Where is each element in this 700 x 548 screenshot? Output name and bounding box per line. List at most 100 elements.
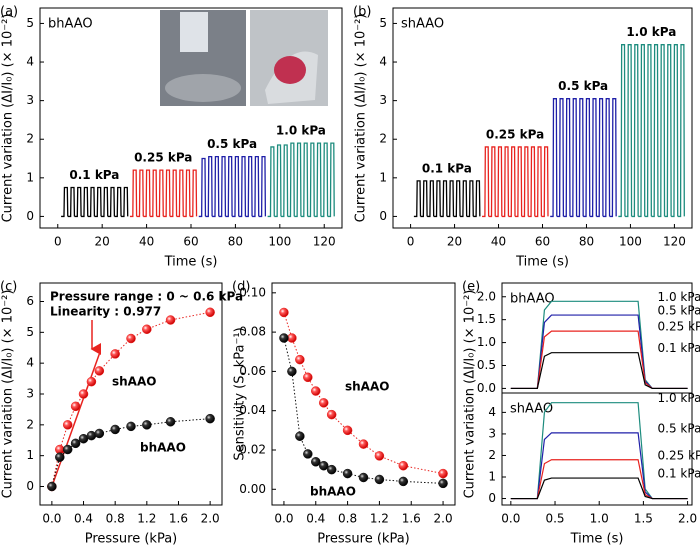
series-label: 0.25 kPa xyxy=(658,448,700,462)
pulse xyxy=(644,44,652,218)
point xyxy=(279,333,289,343)
pulse xyxy=(563,98,571,218)
pulse xyxy=(314,142,322,218)
pulse xyxy=(212,155,220,218)
pulse xyxy=(651,44,659,218)
pulse xyxy=(294,142,302,218)
y-tick-label: 0.5 xyxy=(477,358,496,372)
pulse xyxy=(218,155,227,218)
series-label: 0.1 kPa xyxy=(658,341,700,355)
point xyxy=(62,444,73,455)
x-tick-label: 0.0 xyxy=(42,512,61,526)
pulse xyxy=(61,186,69,218)
y-tick-label: 2 xyxy=(26,417,34,431)
y-tick-label: 0 xyxy=(26,479,34,493)
y-tick-label: 0.06 xyxy=(239,364,266,378)
y-tick-label: 5 xyxy=(379,16,387,30)
pulse xyxy=(156,169,164,218)
pulse xyxy=(267,146,275,218)
pulse xyxy=(74,186,82,218)
point xyxy=(205,307,215,318)
y-tick-label: 4 xyxy=(26,356,34,370)
point xyxy=(279,307,289,318)
point xyxy=(311,386,321,396)
x-tick-label: 20 xyxy=(447,235,462,249)
point xyxy=(287,366,297,377)
point xyxy=(326,409,337,420)
series-label: 0.25 kPa xyxy=(134,151,192,165)
point xyxy=(318,460,329,471)
pulse xyxy=(671,44,679,218)
pulse xyxy=(433,180,441,218)
point xyxy=(94,366,105,376)
y-tick-label: 3 xyxy=(26,93,34,107)
pulse xyxy=(495,146,503,218)
x-tick-label: 80 xyxy=(228,235,243,249)
point xyxy=(295,354,305,365)
plot-frame xyxy=(501,392,693,506)
y-tick-label: 1 xyxy=(488,470,496,484)
x-tick-label: 40 xyxy=(139,235,154,249)
pulse xyxy=(596,98,604,218)
pulse xyxy=(225,155,233,218)
pulse xyxy=(232,155,240,218)
pulse xyxy=(550,98,558,218)
pulse xyxy=(515,146,523,218)
point xyxy=(86,430,97,441)
y-tick-label: 3 xyxy=(26,387,34,401)
pulse xyxy=(280,144,289,218)
pulse xyxy=(114,186,122,218)
point xyxy=(318,398,329,408)
x-tick-label: 1.0 xyxy=(590,512,609,526)
pulse xyxy=(81,186,89,218)
series-label: 0.5 kPa xyxy=(558,79,608,93)
y-tick-label: 1.5 xyxy=(477,312,496,326)
annotation: Pressure range : 0 ~ 0.6 kPa xyxy=(50,290,243,304)
x-tick-label: 100 xyxy=(268,235,291,249)
pulse xyxy=(589,98,598,218)
response-curve xyxy=(510,477,688,500)
pulse xyxy=(624,44,633,218)
x-tick-label: 2.0 xyxy=(434,512,453,526)
y-tick-label: 0 xyxy=(379,209,387,223)
x-tick-label: 0.5 xyxy=(545,512,564,526)
y-tick-label: 3 xyxy=(488,426,496,440)
series-label: 1.0 kPa xyxy=(658,290,700,304)
pulse xyxy=(252,155,260,218)
point xyxy=(295,431,305,441)
y-tick-label: 6 xyxy=(26,294,34,308)
pulse xyxy=(508,146,516,218)
x-tick-label: 40 xyxy=(491,235,506,249)
point xyxy=(70,401,81,412)
point xyxy=(398,476,409,487)
point xyxy=(165,315,176,325)
pulse xyxy=(440,180,448,218)
pulse xyxy=(169,169,178,218)
point xyxy=(326,464,337,475)
series-label: 0.5 kPa xyxy=(658,304,700,318)
x-tick-label: 2.0 xyxy=(201,512,220,526)
point xyxy=(358,472,369,483)
x-tick-label: 0.8 xyxy=(106,512,125,526)
pulse xyxy=(473,180,481,218)
x-tick-label: 0 xyxy=(54,235,62,249)
pulse xyxy=(602,98,611,218)
series-label: 1.0 kPa xyxy=(276,124,326,138)
pulse xyxy=(327,142,335,218)
point xyxy=(374,474,385,485)
point xyxy=(126,333,136,344)
point xyxy=(342,425,353,436)
pulse xyxy=(427,180,435,218)
pulse xyxy=(143,169,151,218)
y-tick-label: 5 xyxy=(26,16,34,30)
y-tick-label: 1 xyxy=(26,170,34,184)
x-tick-label: 0.4 xyxy=(74,512,93,526)
x-tick-label: 0 xyxy=(407,235,415,249)
pulse xyxy=(107,186,116,218)
pulse xyxy=(274,144,282,218)
y-tick-label: 0 xyxy=(488,491,496,505)
x-tick-label: 20 xyxy=(95,235,110,249)
pulse xyxy=(541,146,549,218)
point xyxy=(70,438,81,449)
point xyxy=(438,468,448,479)
